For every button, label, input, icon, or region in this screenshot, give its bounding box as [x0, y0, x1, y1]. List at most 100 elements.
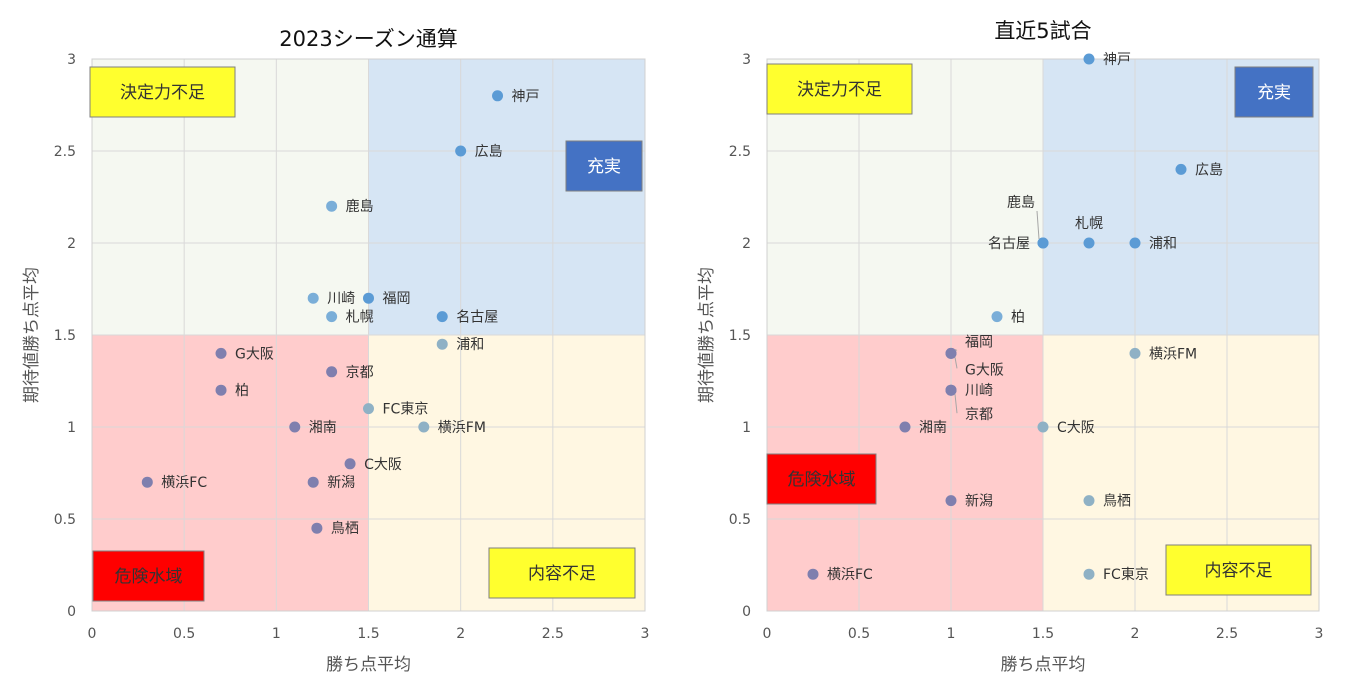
data-point-label: 横浜FC — [827, 567, 873, 583]
data-point — [307, 292, 319, 304]
data-point — [326, 311, 338, 323]
y-tick-label: 3 — [67, 52, 76, 68]
x-axis-label: 勝ち点平均 — [1001, 655, 1086, 675]
data-point-label: G大阪 — [235, 346, 274, 362]
data-point-label: 横浜FM — [1149, 346, 1197, 362]
data-point-label: 神戸 — [1103, 52, 1131, 68]
data-point — [141, 476, 153, 488]
data-point — [289, 421, 301, 433]
y-tick-label: 1 — [742, 420, 751, 436]
data-point — [1129, 347, 1141, 359]
x-tick-label: 2.5 — [542, 626, 564, 642]
y-tick-label: 2 — [67, 236, 76, 252]
data-point — [899, 421, 911, 433]
data-point-label: 鹿島 — [346, 198, 374, 215]
data-point-label: 鹿島 — [1007, 194, 1035, 211]
data-point-label: 福岡 — [383, 291, 411, 307]
data-point — [492, 90, 504, 102]
label-leader-line — [954, 357, 958, 369]
chart-title: 直近5試合 — [994, 19, 1091, 43]
data-point-label: FC東京 — [1103, 567, 1149, 583]
data-point-label: C大阪 — [364, 457, 402, 473]
data-point-label: 横浜FM — [438, 420, 486, 436]
data-point-label: 浦和 — [1149, 236, 1177, 252]
data-point-label: 湘南 — [919, 420, 947, 436]
x-tick-label: 1 — [947, 626, 956, 642]
data-point — [363, 403, 374, 415]
data-point — [344, 458, 356, 470]
data-point-label: 広島 — [1195, 162, 1223, 178]
data-point — [326, 366, 338, 378]
quadrant-label-bottom-left: 危険水域 — [788, 470, 856, 490]
data-point — [1129, 237, 1141, 249]
quadrant-label-bottom-left: 危険水域 — [115, 567, 183, 587]
y-tick-label: 0 — [67, 604, 76, 620]
x-tick-label: 0.5 — [173, 626, 195, 642]
data-point-label: 鳥栖 — [1103, 494, 1131, 510]
data-point — [363, 292, 374, 304]
y-tick-label: 1 — [67, 420, 76, 436]
data-point — [807, 568, 819, 580]
quadrant-label-box-bottom-right — [1165, 544, 1312, 596]
plot-area-border — [91, 58, 646, 612]
y-tick-label: 1.5 — [729, 328, 751, 344]
data-point — [945, 495, 957, 507]
data-point — [945, 384, 957, 396]
quadrant-label-box-bottom-left — [92, 550, 205, 602]
data-point — [455, 145, 467, 157]
quadrant-label-box-top-left — [89, 66, 236, 118]
data-point — [1083, 53, 1095, 65]
data-point — [215, 347, 227, 359]
data-point-label: 広島 — [475, 144, 503, 160]
label-leader-line — [954, 348, 958, 351]
x-tick-label: 2.5 — [1216, 626, 1238, 642]
y-tick-label: 0.5 — [54, 512, 76, 528]
quadrant-label-bottom-right: 内容不足 — [528, 564, 596, 584]
quadrant-label-top-left: 決定力不足 — [120, 83, 205, 103]
data-point — [1083, 237, 1095, 249]
label-leader-line — [954, 394, 958, 414]
quadrant-label-box-bottom-left — [766, 453, 877, 505]
quadrant-label-top-left: 決定力不足 — [797, 80, 882, 100]
data-point — [436, 311, 448, 323]
data-point — [418, 421, 430, 433]
data-point-label: 柏 — [235, 383, 249, 399]
chart-title: 2023シーズン通算 — [279, 27, 457, 51]
x-tick-label: 3 — [641, 626, 650, 642]
x-tick-label: 2 — [456, 626, 465, 642]
data-point-label: 鳥栖 — [331, 521, 359, 537]
quadrant-label-top-right: 充実 — [587, 157, 621, 177]
quadrant-label-box-top-left — [766, 63, 913, 115]
data-point-label: FC東京 — [383, 402, 429, 418]
data-point-label: G大阪 — [965, 362, 1004, 378]
data-point-label: 浦和 — [456, 337, 484, 353]
data-point — [1083, 568, 1095, 580]
data-point-label: 新潟 — [965, 494, 993, 510]
data-point-label: 柏 — [1011, 310, 1025, 326]
x-tick-label: 0 — [88, 626, 97, 642]
data-point-label: 名古屋 — [456, 310, 498, 326]
data-point — [326, 200, 338, 212]
data-point-label: C大阪 — [1057, 420, 1095, 436]
y-tick-label: 2 — [742, 236, 751, 252]
data-point — [1175, 163, 1187, 175]
quadrant-top-right — [368, 59, 645, 335]
data-point — [1083, 495, 1095, 507]
x-tick-label: 2 — [1131, 626, 1140, 642]
data-point-label: 新潟 — [327, 475, 355, 491]
data-point — [307, 476, 319, 488]
label-leader-line — [1036, 210, 1040, 240]
x-tick-label: 0 — [763, 626, 772, 642]
data-point-label: 横浜FC — [161, 475, 207, 491]
y-tick-label: 2.5 — [54, 144, 76, 160]
y-axis-label: 期待値勝ち点平均 — [22, 267, 42, 403]
quadrant-label-top-right: 充実 — [1257, 83, 1291, 103]
y-axis-label: 期待値勝ち点平均 — [697, 267, 717, 403]
data-point — [1037, 421, 1049, 433]
data-point — [436, 338, 448, 350]
plot-area-border — [766, 58, 1320, 612]
x-tick-label: 1 — [272, 626, 281, 642]
data-point-label: 福岡 — [965, 334, 993, 350]
